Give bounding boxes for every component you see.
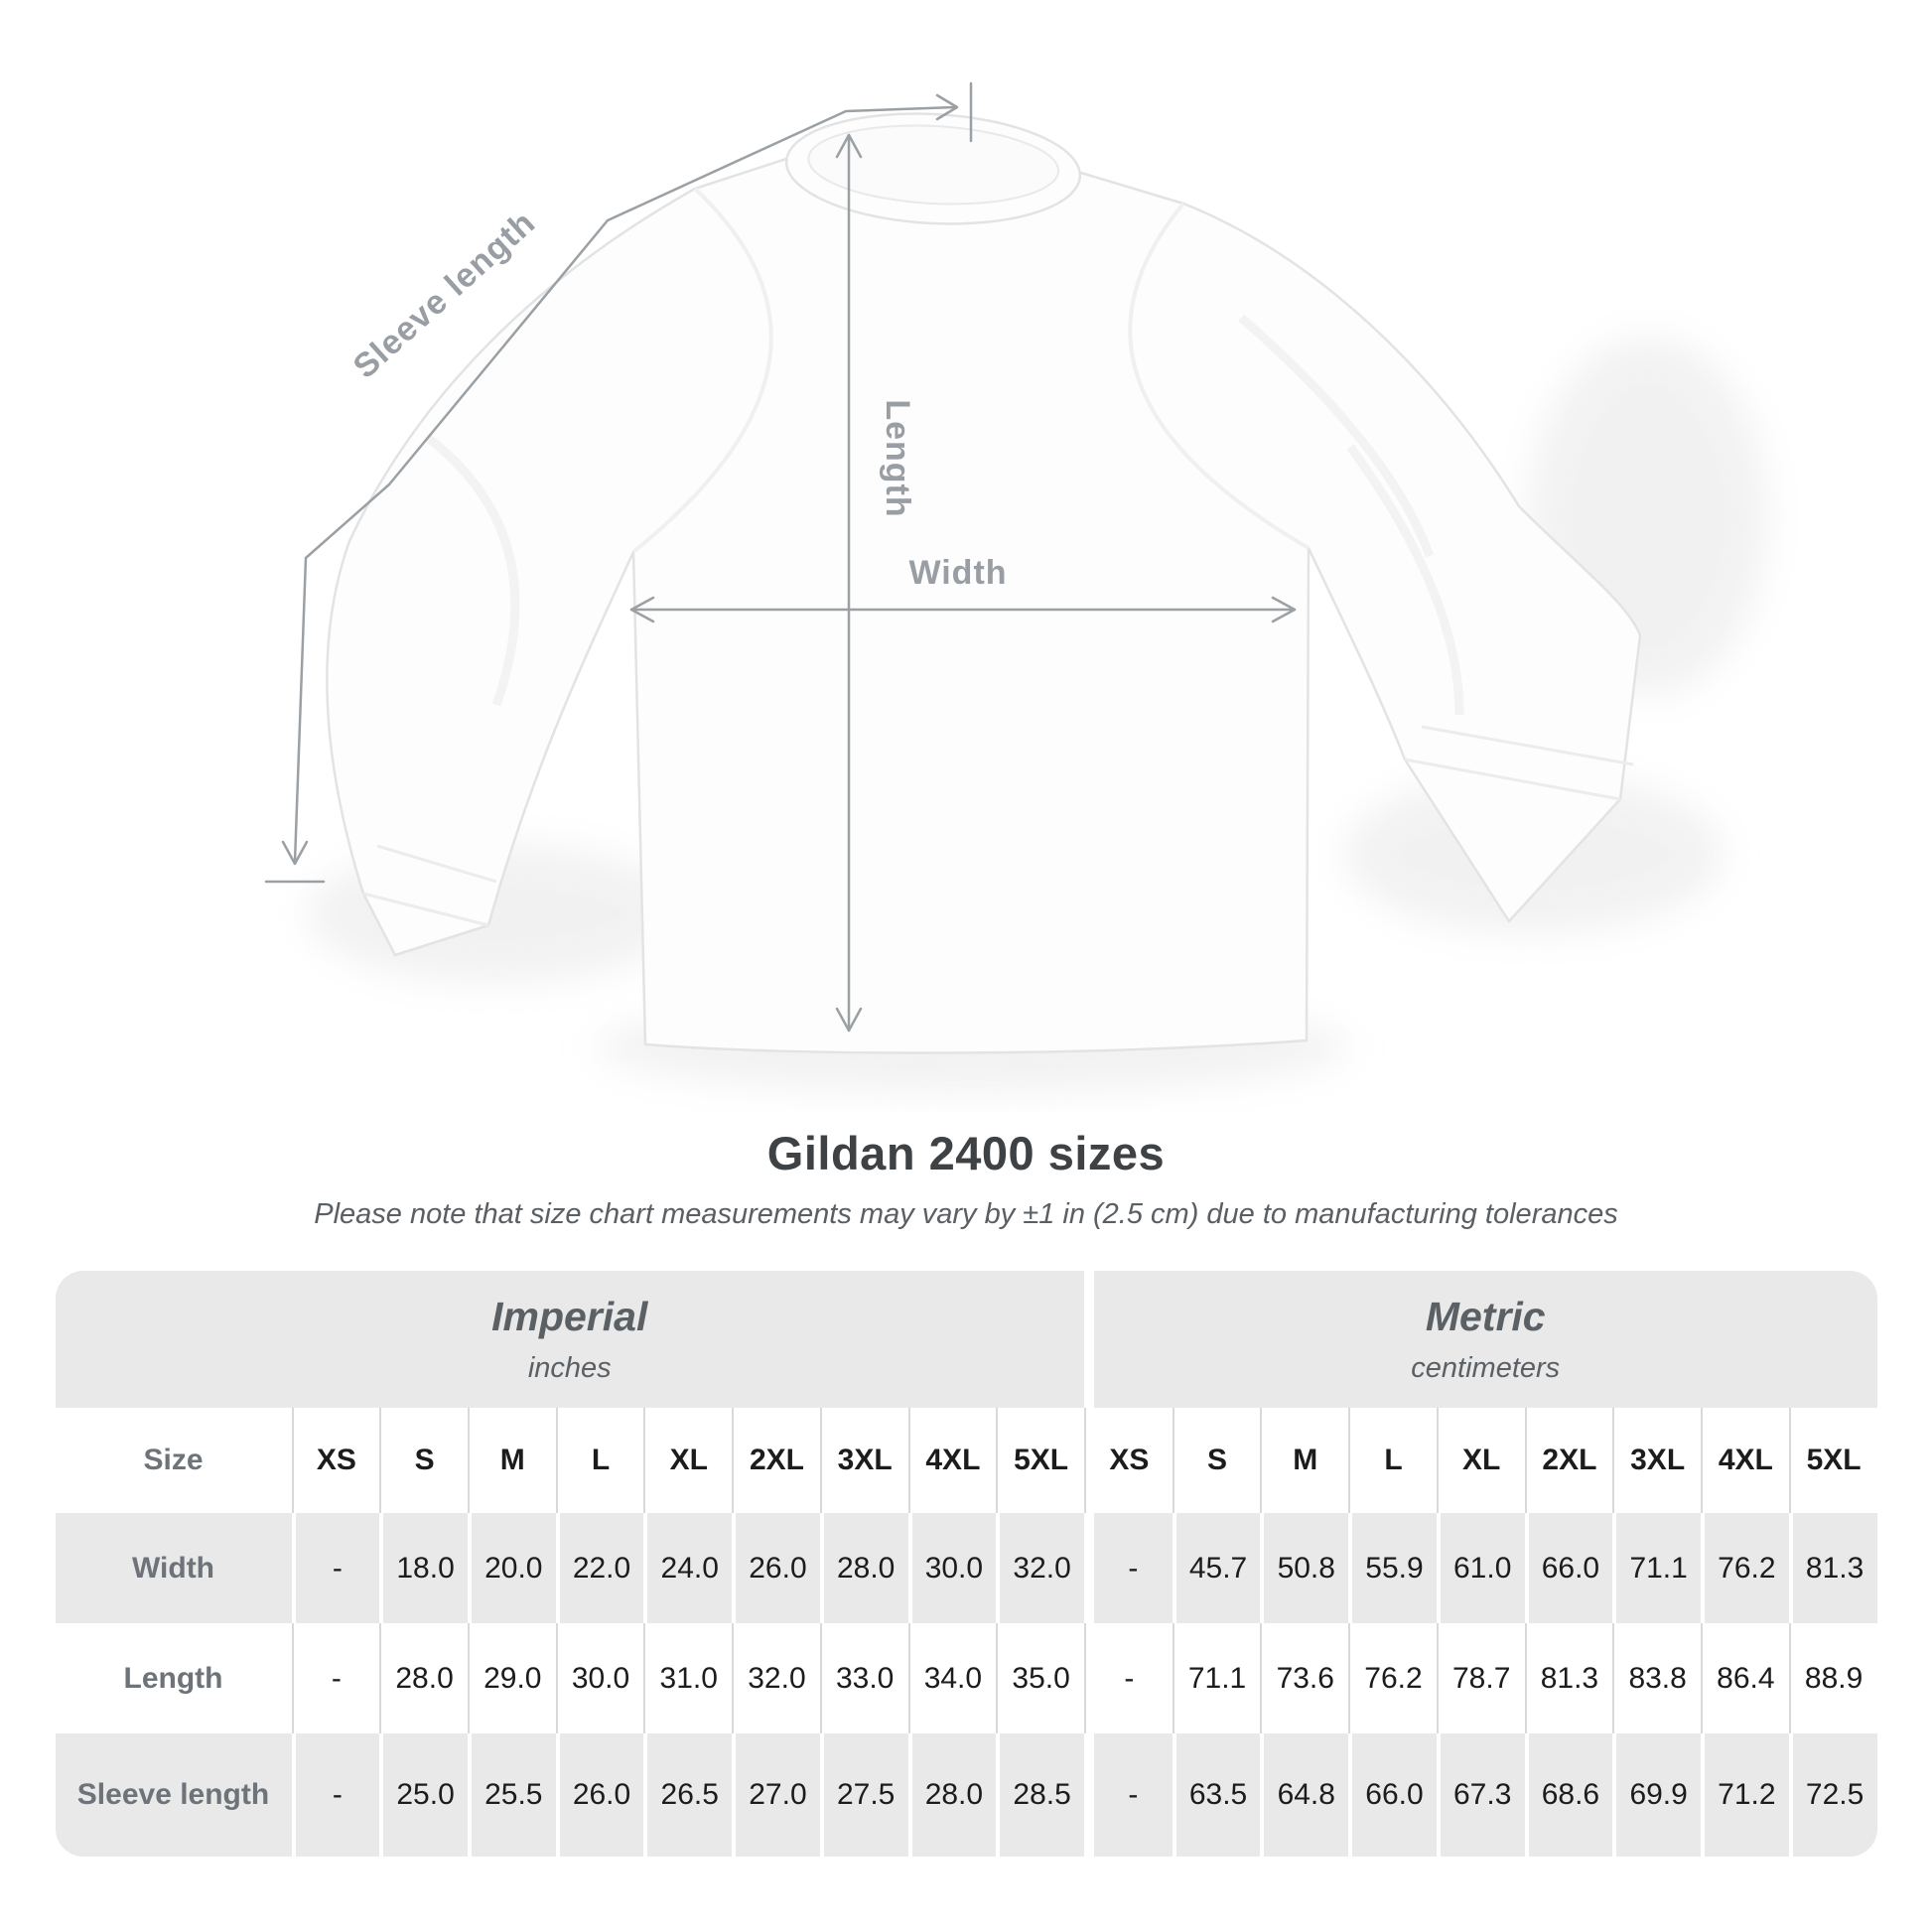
size-header-cell: 5XL [1788, 1408, 1877, 1513]
cell: 61.0 [1436, 1513, 1525, 1623]
cell: 76.2 [1701, 1513, 1789, 1623]
cell: 25.5 [467, 1733, 556, 1857]
cell: - [291, 1623, 380, 1733]
cell: 24.0 [643, 1513, 733, 1623]
table-row-sleeve-length: Sleeve length - 25.0 25.5 26.0 26.5 27.0… [55, 1733, 1877, 1857]
imperial-sublabel: inches [527, 1352, 612, 1384]
cell: 34.0 [907, 1623, 997, 1733]
size-header-cell: M [1260, 1408, 1349, 1513]
page-title: Gildan 2400 sizes [766, 1127, 1166, 1179]
cell: 31.0 [643, 1623, 733, 1733]
imperial-label: Imperial [491, 1294, 648, 1339]
cell: 45.7 [1172, 1513, 1261, 1623]
cell: 88.9 [1788, 1623, 1877, 1733]
cell: - [291, 1733, 380, 1857]
cell: 64.8 [1260, 1733, 1349, 1857]
size-header-cell: 4XL [1701, 1408, 1789, 1513]
size-header-cell: 3XL [819, 1408, 908, 1513]
cell: 18.0 [379, 1513, 468, 1623]
length-label: Length [879, 399, 916, 517]
cell: 28.0 [379, 1623, 468, 1733]
cell: 69.9 [1612, 1733, 1701, 1857]
size-header-cell: S [1172, 1408, 1261, 1513]
size-chart: Imperial inches Metric centimeters Size … [55, 1271, 1877, 1857]
cell: 26.0 [732, 1513, 820, 1623]
size-header-cell: XL [643, 1408, 733, 1513]
size-chart-table: Imperial inches Metric centimeters Size … [55, 1271, 1877, 1857]
tolerance-note: Please note that size chart measurements… [314, 1198, 1618, 1230]
cell: 81.3 [1788, 1513, 1877, 1623]
size-header-cell: S [379, 1408, 468, 1513]
size-header-cell: 4XL [907, 1408, 997, 1513]
cell: 78.7 [1436, 1623, 1525, 1733]
size-header-cell: 2XL [1524, 1408, 1613, 1513]
cell: 22.0 [555, 1513, 644, 1623]
cell: 71.1 [1172, 1623, 1261, 1733]
table-row-length: Length - 28.0 29.0 30.0 31.0 32.0 33.0 3… [55, 1623, 1877, 1733]
cell: 67.3 [1436, 1733, 1525, 1857]
cell: 33.0 [819, 1623, 908, 1733]
size-header-cell: XS [291, 1408, 380, 1513]
size-header-cell: M [467, 1408, 556, 1513]
width-label: Width [908, 554, 1007, 592]
cell: 73.6 [1260, 1623, 1349, 1733]
cell: 26.0 [555, 1733, 644, 1857]
cell: 68.6 [1524, 1733, 1613, 1857]
size-header-cell: XL [1436, 1408, 1525, 1513]
cell: 28.5 [996, 1733, 1084, 1857]
cell: 66.0 [1348, 1733, 1437, 1857]
cell: 32.0 [996, 1513, 1084, 1623]
cell: 27.0 [732, 1733, 820, 1857]
cell: 72.5 [1788, 1733, 1877, 1857]
size-header-cell: XS [1083, 1408, 1173, 1513]
cell: - [1083, 1513, 1173, 1623]
row-label: Sleeve length [55, 1733, 292, 1857]
unit-header-metric: Metric centimeters [1083, 1271, 1877, 1408]
cell: 63.5 [1172, 1733, 1261, 1857]
cell: 25.0 [379, 1733, 468, 1857]
cell: 30.0 [555, 1623, 644, 1733]
size-header-cell: L [555, 1408, 644, 1513]
unit-header-row: Imperial inches Metric centimeters [55, 1271, 1877, 1408]
cell: 83.8 [1612, 1623, 1701, 1733]
cell: 26.5 [643, 1733, 733, 1857]
row-label: Width [55, 1513, 292, 1623]
cell: 35.0 [996, 1623, 1084, 1733]
cell: 28.0 [907, 1733, 997, 1857]
cell: 55.9 [1348, 1513, 1437, 1623]
metric-label: Metric [1425, 1294, 1546, 1339]
cell: 27.5 [819, 1733, 908, 1857]
unit-header-imperial: Imperial inches [55, 1271, 1084, 1408]
cell: - [1083, 1733, 1173, 1857]
metric-sublabel: centimeters [1411, 1352, 1561, 1384]
cell: 71.1 [1612, 1513, 1701, 1623]
row-label: Length [55, 1623, 292, 1733]
cell: 50.8 [1260, 1513, 1349, 1623]
cell: 20.0 [467, 1513, 556, 1623]
size-header-row: Size XS S M L XL 2XL 3XL 4XL 5XL XS S M … [55, 1408, 1877, 1513]
length-arrow [835, 133, 863, 1033]
cell: 81.3 [1524, 1623, 1613, 1733]
cell: 71.2 [1701, 1733, 1789, 1857]
sleeve-length-arrow [264, 81, 973, 884]
width-arrow [629, 596, 1297, 623]
size-col-header: Size [55, 1408, 292, 1513]
size-diagram: Sleeve length Length Width [264, 81, 1767, 1092]
cell: 29.0 [467, 1623, 556, 1733]
shirt-illustration [326, 112, 1642, 1054]
size-header-cell: 5XL [996, 1408, 1084, 1513]
cell: 28.0 [819, 1513, 908, 1623]
size-header-cell: L [1348, 1408, 1437, 1513]
table-row-width: Width - 18.0 20.0 22.0 24.0 26.0 28.0 30… [55, 1513, 1877, 1623]
cell: 86.4 [1701, 1623, 1789, 1733]
cell: 30.0 [907, 1513, 997, 1623]
cell: 76.2 [1348, 1623, 1437, 1733]
cell: 66.0 [1524, 1513, 1613, 1623]
cell: - [1083, 1623, 1173, 1733]
cell: - [291, 1513, 380, 1623]
size-header-cell: 3XL [1612, 1408, 1701, 1513]
cell: 32.0 [732, 1623, 820, 1733]
size-header-cell: 2XL [732, 1408, 820, 1513]
